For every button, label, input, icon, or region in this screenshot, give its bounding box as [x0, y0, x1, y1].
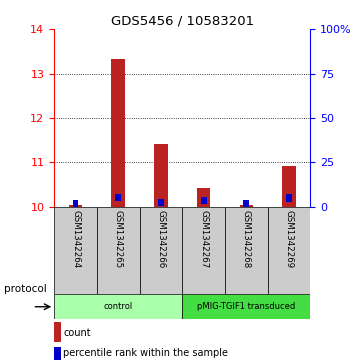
Bar — [73, 200, 78, 207]
Bar — [197, 188, 210, 207]
Text: control: control — [104, 302, 133, 311]
Bar — [140, 207, 182, 294]
Text: GSM1342267: GSM1342267 — [199, 209, 208, 268]
Bar — [54, 207, 97, 294]
Bar — [282, 166, 296, 207]
Text: protocol: protocol — [4, 284, 46, 294]
Text: GSM1342266: GSM1342266 — [156, 209, 165, 268]
Bar — [69, 205, 82, 207]
Bar — [112, 59, 125, 207]
Bar — [240, 205, 253, 207]
Bar — [268, 207, 310, 294]
Title: GDS5456 / 10583201: GDS5456 / 10583201 — [111, 15, 254, 28]
Text: count: count — [63, 327, 91, 338]
Bar — [286, 195, 292, 201]
Bar — [182, 207, 225, 294]
Text: GSM1342264: GSM1342264 — [71, 209, 80, 268]
Text: GSM1342269: GSM1342269 — [284, 209, 293, 268]
Bar — [54, 294, 182, 319]
Bar — [115, 193, 121, 201]
Text: GSM1342268: GSM1342268 — [242, 209, 251, 268]
Text: GSM1342265: GSM1342265 — [114, 209, 123, 268]
Bar — [97, 207, 140, 294]
Text: pMIG-TGIF1 transduced: pMIG-TGIF1 transduced — [197, 302, 296, 311]
Bar — [158, 199, 164, 206]
Bar — [182, 294, 310, 319]
Bar — [201, 197, 206, 204]
Bar — [154, 144, 168, 207]
Text: percentile rank within the sample: percentile rank within the sample — [63, 348, 228, 358]
Bar — [54, 347, 61, 359]
Bar — [225, 207, 268, 294]
Bar — [243, 200, 249, 207]
Bar — [54, 322, 61, 342]
